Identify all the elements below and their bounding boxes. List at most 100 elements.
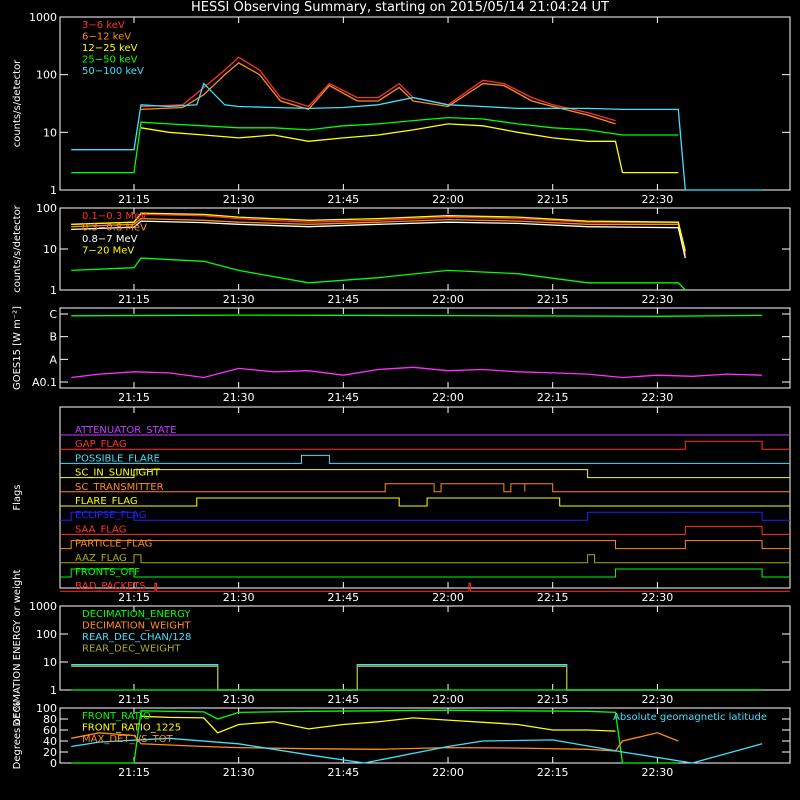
- y-tick-label: A: [49, 353, 57, 366]
- flag-label: SAA_FLAG: [75, 524, 126, 535]
- series-line: [71, 664, 763, 691]
- legend-entry: 0.1−0.3 MeV: [82, 211, 147, 222]
- x-tick-label: 21:15: [118, 391, 150, 404]
- series-line: [71, 314, 763, 317]
- series-line: [71, 709, 679, 764]
- y-tick-label: 80: [43, 713, 57, 726]
- series-line: [71, 366, 763, 379]
- legend-entry: REAR_DEC_CHAN/128: [82, 632, 191, 643]
- x-tick-label: 22:15: [537, 766, 569, 779]
- y-tick-label: 1: [50, 684, 57, 697]
- x-tick-label: 21:30: [223, 591, 255, 604]
- flag-line: [60, 554, 790, 564]
- y-tick-label: 0: [50, 757, 57, 770]
- panel-goes: [59, 307, 791, 389]
- x-tick-label: 22:00: [432, 293, 464, 306]
- legend-entry: 50−100 keV: [82, 66, 144, 77]
- x-tick-label: 22:00: [432, 591, 464, 604]
- panel-flags: [59, 406, 791, 589]
- x-tick-label: 22:30: [642, 193, 674, 206]
- series-line: [71, 737, 763, 764]
- x-tick-label: 22:00: [432, 391, 464, 404]
- legend-entry: 3−6 keV: [82, 20, 125, 31]
- flag-label: PARTICLE_FLAG: [75, 539, 152, 550]
- x-tick-label: 22:30: [642, 293, 674, 306]
- series-line: [71, 212, 686, 252]
- x-tick-label: 22:15: [537, 193, 569, 206]
- x-tick-label: 21:45: [327, 766, 359, 779]
- flag-label: POSSIBLE_FLARE: [75, 453, 160, 464]
- y-tick-label: A0.1: [32, 376, 57, 389]
- y-tick-label: 10: [43, 243, 57, 256]
- y-tick-label: 100: [36, 69, 57, 82]
- y-tick-label: 40: [43, 735, 57, 748]
- y-tick-label: 1000: [29, 11, 57, 24]
- x-tick-label: 21:15: [118, 693, 150, 706]
- flag-line: [60, 497, 790, 507]
- flag-label: GAP_FLAG: [75, 439, 127, 450]
- legend-entry: REAR_DEC_WEIGHT: [82, 644, 181, 655]
- legend-entry: 7−20 MeV: [82, 246, 134, 257]
- legend-entry: 12−25 keV: [82, 43, 138, 54]
- flag-label: FRONTS_OFF: [75, 567, 140, 578]
- x-tick-label: 22:15: [537, 693, 569, 706]
- panel-ratio-frame: [59, 707, 791, 764]
- x-tick-label: 21:15: [118, 766, 150, 779]
- flag-label: BAD_PACKETS: [75, 581, 146, 592]
- legend-entry: FRONT_RATIO: [82, 711, 151, 722]
- y-tick-label: B: [49, 331, 57, 344]
- flag-label: ECLIPSE_FLAG: [75, 510, 146, 521]
- flag-line: [60, 440, 790, 450]
- series-line: [71, 116, 679, 174]
- flag-line: [60, 454, 790, 464]
- panel-xray: [59, 16, 791, 191]
- y-tick-label: 10: [43, 126, 57, 139]
- flag-label: ATTENUATOR_STATE: [75, 425, 176, 436]
- x-tick-label: 22:00: [432, 693, 464, 706]
- y-tick-label: 1: [50, 284, 57, 297]
- x-tick-label: 21:45: [327, 391, 359, 404]
- x-tick-label: 21:45: [327, 293, 359, 306]
- y-axis-label: DECIMATION ENERGY or weight: [12, 569, 23, 726]
- series-line: [140, 56, 616, 122]
- flag-label: SC_IN_SUNLIGHT: [75, 468, 161, 479]
- x-tick-label: 21:15: [118, 193, 150, 206]
- x-tick-label: 22:30: [642, 693, 674, 706]
- x-tick-label: 22:30: [642, 766, 674, 779]
- series-line: [71, 257, 686, 291]
- x-tick-label: 22:15: [537, 591, 569, 604]
- series-line: [71, 82, 763, 191]
- x-tick-label: 21:15: [118, 293, 150, 306]
- legend-entry: DECIMATION_WEIGHT: [82, 621, 191, 632]
- x-tick-label: 22:15: [537, 391, 569, 404]
- panel-xray-frame: [59, 16, 791, 191]
- legend-entry: 6−12 keV: [82, 32, 131, 43]
- legend-entry: FRONT_RATIO_1225: [82, 723, 181, 734]
- flag-line: [60, 511, 790, 521]
- x-tick-label: 21:45: [327, 591, 359, 604]
- y-tick-label: 20: [43, 746, 57, 759]
- series-line: [140, 715, 616, 734]
- x-tick-label: 21:30: [223, 193, 255, 206]
- legend-entry: 0.3−0.8 MeV: [82, 223, 147, 234]
- x-tick-label: 21:45: [327, 693, 359, 706]
- series-line: [140, 123, 679, 174]
- y-axis-label: Flags: [12, 484, 23, 510]
- y-axis-label: counts/s/detector: [12, 204, 23, 292]
- y-tick-label: 100: [36, 202, 57, 215]
- panel-flags-frame: [59, 406, 791, 589]
- flag-line: [60, 568, 790, 578]
- flag-line: [60, 582, 790, 592]
- y-tick-label: 1000: [29, 600, 57, 613]
- x-tick-label: 21:45: [327, 193, 359, 206]
- y-tick-label: 1: [50, 184, 57, 197]
- flag-label: FLARE_FLAG: [75, 496, 138, 507]
- series-line: [71, 217, 686, 256]
- x-tick-label: 21:30: [223, 693, 255, 706]
- flag-line: [60, 540, 790, 550]
- x-tick-label: 22:15: [537, 293, 569, 306]
- y-tick-label: 100: [36, 628, 57, 641]
- legend-entry: 25−50 keV: [82, 55, 138, 66]
- x-tick-label: 21:30: [223, 391, 255, 404]
